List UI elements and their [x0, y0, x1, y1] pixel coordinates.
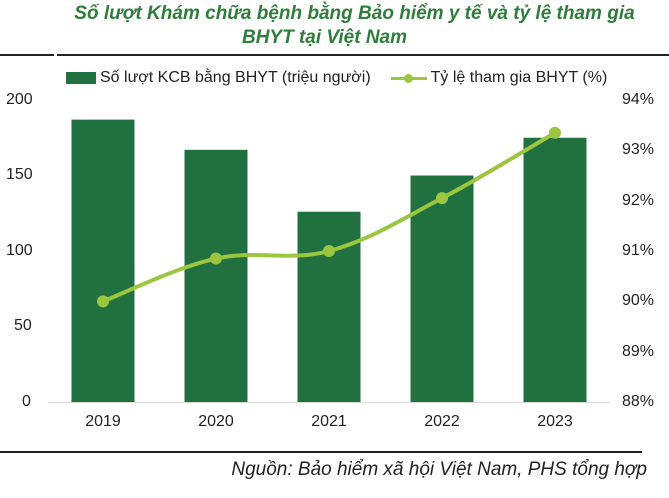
left-tick: 50 [14, 317, 32, 334]
bar-2020 [184, 149, 248, 402]
right-tick: 94% [622, 91, 655, 108]
bar-2019 [71, 119, 135, 402]
legend-bar-label: Số lượt KCB bằng BHYT (triệu người) [100, 69, 371, 86]
line-marker-2021 [323, 245, 335, 257]
right-tick: 88% [622, 393, 655, 410]
right-tick: 91% [622, 242, 655, 259]
bar-series [71, 119, 587, 402]
chart-title-line2: BHYT tại Việt Nam [241, 27, 408, 48]
left-tick: 200 [6, 91, 33, 108]
top-divider [0, 54, 669, 56]
x-tick: 2021 [311, 413, 347, 430]
chart-title: Số lượt Khám chữa bệnh bằng Bảo hiểm y t… [0, 2, 669, 50]
legend-line-label: Tỷ lệ tham gia BHYT (%) [430, 69, 608, 86]
x-tick: 2020 [198, 413, 234, 430]
left-tick: 150 [6, 166, 33, 183]
x-tick: 2022 [424, 413, 460, 430]
bar-2023 [523, 137, 587, 402]
bar-2021 [297, 211, 361, 402]
right-tick: 92% [622, 192, 655, 209]
chart-title-line1: Số lượt Khám chữa bệnh bằng Bảo hiểm y t… [74, 3, 635, 24]
bar-2022 [410, 175, 474, 402]
right-tick: 90% [622, 292, 655, 309]
line-marker-2023 [549, 126, 561, 139]
right-tick: 89% [622, 343, 655, 360]
right-tick: 93% [622, 141, 655, 158]
line-marker-2020 [210, 252, 222, 265]
line-marker-2022 [436, 192, 448, 205]
left-tick: 0 [22, 393, 31, 410]
legend: Số lượt KCB bằng BHYT (triệu người) Tỷ l… [66, 69, 607, 87]
line-marker-2019 [97, 295, 109, 308]
line-markers [97, 126, 561, 308]
legend-line-swatch-icon [390, 71, 427, 85]
left-tick: 100 [6, 242, 33, 259]
bottom-divider [0, 451, 642, 453]
x-tick: 2019 [85, 413, 121, 430]
x-tick: 2023 [537, 413, 573, 430]
legend-bar-swatch-icon [66, 72, 96, 84]
source-note: Nguồn: Bảo hiểm xã hội Việt Nam, PHS tổn… [231, 459, 647, 480]
